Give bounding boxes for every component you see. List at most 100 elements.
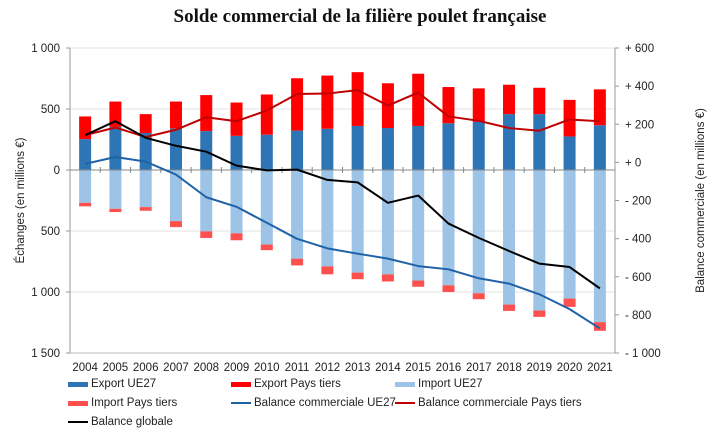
bar-export-pays-tiers <box>321 75 334 129</box>
x-tick-label: 2009 <box>224 362 250 374</box>
right-tick-label: - 200 <box>625 196 651 208</box>
bar-import-ue27 <box>139 170 152 208</box>
x-tick-label: 2020 <box>557 362 583 374</box>
line-balance-commerciale-pays-tiers <box>84 89 600 139</box>
bar-export-ue27 <box>351 125 364 170</box>
right-tick-label: - 800 <box>625 310 651 322</box>
legend-label: Export UE27 <box>91 378 157 390</box>
right-tick-label: + 400 <box>625 81 654 93</box>
x-tick-label: 2006 <box>133 362 159 374</box>
bar-export-ue27 <box>200 131 213 170</box>
x-tick-label: 2018 <box>496 362 522 374</box>
bar-export-pays-tiers <box>533 87 546 115</box>
legend-item: Import Pays tiers <box>68 397 177 409</box>
right-tick-label: - 600 <box>625 272 651 284</box>
bar-export-ue27 <box>321 128 334 170</box>
left-tick-label: 500 <box>41 226 60 238</box>
x-tick-label: 2019 <box>527 362 553 374</box>
bar-import-pays-tiers <box>260 244 273 251</box>
bar-import-pays-tiers <box>109 208 122 213</box>
bar-export-ue27 <box>381 128 394 170</box>
bar-import-pays-tiers <box>230 233 243 241</box>
bar-export-ue27 <box>109 126 122 170</box>
x-tick-label: 2012 <box>315 362 341 374</box>
legend-swatch <box>68 381 88 387</box>
bar-import-ue27 <box>412 170 425 281</box>
legend-item: Balance commerciale UE27 <box>231 397 396 409</box>
x-tick-label: 2013 <box>345 362 371 374</box>
bar-export-pays-tiers <box>139 114 152 134</box>
bar-export-pays-tiers <box>412 73 425 126</box>
bar-import-ue27 <box>503 170 516 305</box>
bar-export-ue27 <box>563 136 576 170</box>
legend-label: Balance commerciale UE27 <box>254 397 396 409</box>
bar-import-pays-tiers <box>442 285 455 292</box>
bar-import-pays-tiers <box>563 298 576 307</box>
bar-export-pays-tiers <box>169 101 182 129</box>
right-tick-label: - 1 000 <box>625 348 661 360</box>
x-tick-label: 2010 <box>254 362 280 374</box>
left-tick-label: 1 000 <box>31 43 60 55</box>
line-balance-globale <box>84 120 601 290</box>
legend-swatch <box>68 400 88 406</box>
x-tick-label: 2021 <box>587 362 613 374</box>
legend-label: Balance commerciale Pays tiers <box>418 397 582 409</box>
bar-import-ue27 <box>200 170 213 232</box>
bar-export-pays-tiers <box>291 78 304 131</box>
line-balance-commerciale-ue27 <box>84 156 601 330</box>
bar-export-ue27 <box>533 114 546 170</box>
left-tick-label: 500 <box>41 104 60 116</box>
left-tick-label: 1 000 <box>31 287 60 299</box>
bar-import-ue27 <box>563 170 576 299</box>
bar-import-ue27 <box>291 170 304 259</box>
bar-import-ue27 <box>260 170 273 245</box>
bar-import-pays-tiers <box>169 221 182 228</box>
bar-export-pays-tiers <box>109 101 122 127</box>
legend-swatch <box>231 402 251 404</box>
bar-import-ue27 <box>593 170 606 323</box>
bar-import-pays-tiers <box>351 272 364 280</box>
bar-export-pays-tiers <box>563 99 576 137</box>
x-tick-label: 2005 <box>103 362 129 374</box>
bar-export-pays-tiers <box>260 94 273 135</box>
bar-import-pays-tiers <box>472 293 485 300</box>
x-tick-label: 2011 <box>285 362 310 374</box>
bar-import-ue27 <box>230 170 243 234</box>
bar-import-pays-tiers <box>139 207 152 211</box>
bar-export-pays-tiers <box>79 116 92 140</box>
bar-export-pays-tiers <box>351 72 364 126</box>
bar-export-pays-tiers <box>200 95 213 132</box>
x-tick-label: 2008 <box>193 362 219 374</box>
legend-item: Import UE27 <box>395 378 483 390</box>
bar-export-ue27 <box>169 128 182 170</box>
bar-export-ue27 <box>291 130 304 170</box>
right-tick-label: + 600 <box>625 43 654 55</box>
bar-import-pays-tiers <box>412 280 425 287</box>
bar-import-ue27 <box>381 170 394 275</box>
left-axis-title: Échanges (en millions €) <box>14 137 27 263</box>
legend-label: Import Pays tiers <box>91 397 178 409</box>
x-tick-label: 2015 <box>405 362 431 374</box>
x-tick-label: 2004 <box>72 362 98 374</box>
bar-export-pays-tiers <box>472 88 485 122</box>
legend-label: Import UE27 <box>418 378 483 390</box>
bar-import-pays-tiers <box>593 322 606 331</box>
left-tick-label: 0 <box>54 165 60 177</box>
bar-import-ue27 <box>533 170 546 311</box>
bar-export-pays-tiers <box>230 102 243 136</box>
bar-export-pays-tiers <box>593 89 606 126</box>
right-axis-title: Balance commerciale (en millions €) <box>695 108 707 293</box>
bar-import-pays-tiers <box>503 304 516 311</box>
bar-import-ue27 <box>169 170 182 222</box>
legend-item: Balance globale <box>68 416 173 428</box>
x-tick-label: 2016 <box>436 362 462 374</box>
bar-import-pays-tiers <box>381 274 394 282</box>
bar-import-pays-tiers <box>291 258 304 266</box>
bar-import-pays-tiers <box>533 310 546 317</box>
legend-swatch <box>231 381 251 387</box>
legend-label: Export Pays tiers <box>254 378 341 390</box>
bar-export-pays-tiers <box>503 84 516 115</box>
legend-item: Export Pays tiers <box>231 378 341 390</box>
legend-swatch <box>395 381 415 387</box>
x-tick-label: 2007 <box>163 362 189 374</box>
